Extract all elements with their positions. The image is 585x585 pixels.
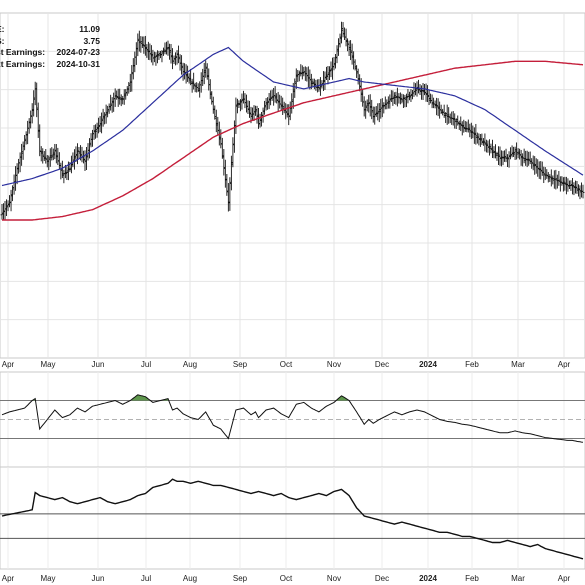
price-x-axis: Apr May Jun Jul Aug Sep Oct Nov Dec 2024 Feb Mar Apr [2,360,571,369]
x-axis-tick-label: Oct [280,574,293,583]
x-axis-tick-label: Dec [375,574,389,583]
info-value: 2024-07-23 [56,47,100,57]
x-axis-tick-label: Jun [92,360,105,369]
info-row-last-earnings: st Earnings: 2024-07-23 [0,47,100,59]
oscillator-panel [0,371,585,468]
x-axis-tick-label: May [40,574,55,583]
x-axis-tick-label: Apr [558,574,571,583]
x-axis-tick-label: Nov [327,360,341,369]
info-value: 2024-10-31 [56,58,100,69]
x-axis-tick-label: Apr [558,360,571,369]
info-value: 11.09 [79,24,100,34]
relative-strength-panel [0,466,585,570]
info-label: st Earnings: [0,47,46,57]
relative-strength-gridlines [0,467,585,569]
x-axis-tick-label: Aug [183,574,197,583]
oscillator-line [1,394,584,443]
x-axis-tick-label: Nov [327,574,341,583]
price-bars [0,21,585,221]
info-label: E: [0,24,5,34]
info-row-next-earnings: xt Earnings: 2024-10-31 [0,59,100,71]
x-axis-tick-label: Mar [511,574,525,583]
moving-average-long-line [2,60,584,221]
x-axis-tick-label: Apr [2,574,15,583]
x-axis-tick-label: Jun [92,574,105,583]
x-axis-tick-label: Feb [465,360,479,369]
price-panel [0,12,585,359]
info-label: S: [0,35,5,46]
price-gridlines [0,13,585,358]
x-axis-tick-label: Dec [375,360,389,369]
relative-strength-panel-frame [0,466,585,570]
info-row-pe: E: 11.09 [0,24,100,36]
info-value: 3.75 [83,35,100,46]
x-axis-tick-label: Sep [233,360,248,369]
info-row-eps: S: 3.75 [0,36,100,48]
oscillator-overbought-area [337,395,348,401]
info-panel: E: 11.09 S: 3.75 st Earnings: 2024-07-23… [0,24,100,70]
oscillator-gridlines [0,372,585,467]
x-axis-tick-label: Apr [2,360,15,369]
x-axis-tick-label: Jul [141,574,151,583]
relative-strength-line [1,478,584,560]
x-axis-tick-label: 2024 [419,360,437,369]
x-axis-tick-label: May [40,360,55,369]
x-axis-tick-label: Sep [233,574,248,583]
x-axis-tick-label: Mar [511,360,525,369]
bottom-x-axis: Apr May Jun Jul Aug Sep Oct Nov Dec 2024 Feb Mar Apr [2,574,571,583]
info-label: xt Earnings: [0,58,46,69]
x-axis-tick-label: Aug [183,360,197,369]
x-axis-tick-label: Feb [465,574,479,583]
moving-average-short-line [1,46,584,187]
x-axis-tick-label: 2024 [419,574,437,583]
x-axis-tick-label: Oct [280,360,293,369]
x-axis-tick-label: Jul [141,360,151,369]
